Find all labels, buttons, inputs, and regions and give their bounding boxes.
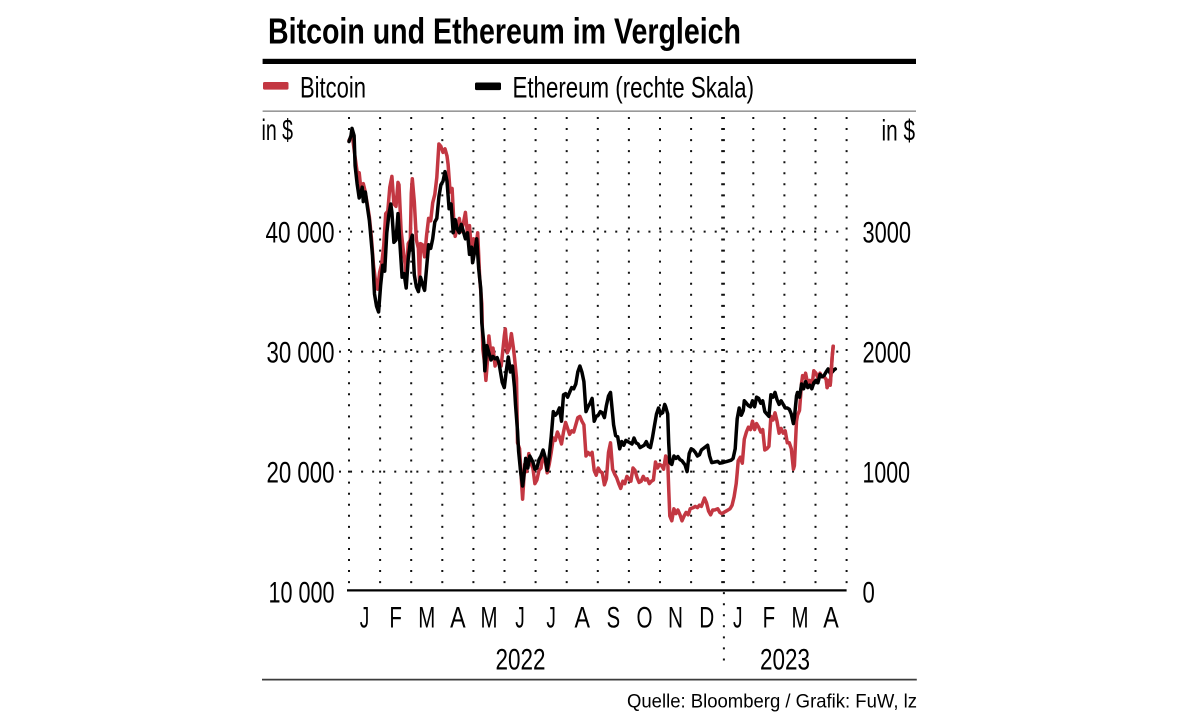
svg-text:in $: in $	[262, 114, 294, 147]
svg-text:S: S	[607, 602, 621, 635]
svg-text:A: A	[823, 602, 839, 635]
svg-text:O: O	[637, 602, 653, 635]
svg-text:J: J	[733, 602, 743, 635]
svg-text:3000: 3000	[863, 217, 912, 250]
svg-text:30 000: 30 000	[267, 337, 335, 370]
svg-text:J: J	[360, 602, 370, 635]
svg-text:A: A	[575, 602, 591, 635]
svg-text:40 000: 40 000	[266, 217, 335, 250]
svg-text:M: M	[792, 602, 809, 635]
svg-text:20 000: 20 000	[267, 457, 335, 490]
svg-text:F: F	[389, 602, 402, 635]
svg-text:0: 0	[863, 577, 875, 610]
svg-text:2000: 2000	[863, 337, 912, 370]
svg-text:Bitcoin und Ethereum im Vergle: Bitcoin und Ethereum im Vergleich	[268, 11, 741, 52]
svg-text:2022: 2022	[496, 643, 546, 676]
svg-text:10 000: 10 000	[269, 577, 335, 610]
svg-text:2023: 2023	[760, 643, 810, 676]
svg-text:in $: in $	[882, 115, 916, 148]
svg-text:Quelle: Bloomberg / Grafik: Fu: Quelle: Bloomberg / Grafik: FuW, lz	[627, 691, 917, 713]
svg-text:Ethereum (rechte Skala): Ethereum (rechte Skala)	[513, 72, 755, 105]
svg-text:Bitcoin: Bitcoin	[300, 72, 366, 105]
svg-text:A: A	[450, 602, 466, 635]
svg-text:D: D	[699, 602, 714, 635]
svg-text:M: M	[481, 602, 498, 635]
svg-text:1000: 1000	[863, 457, 911, 490]
svg-text:J: J	[546, 602, 556, 635]
svg-text:F: F	[763, 602, 776, 635]
svg-text:J: J	[515, 602, 525, 635]
svg-text:N: N	[668, 602, 683, 635]
svg-text:M: M	[418, 602, 435, 635]
